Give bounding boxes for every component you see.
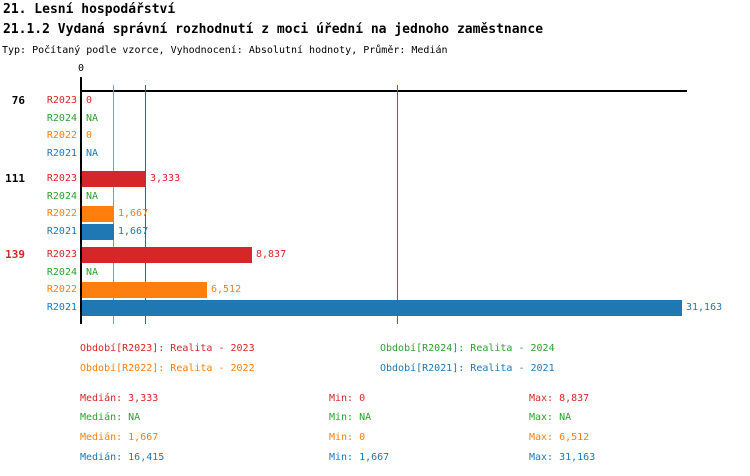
series-label-R2021: R2021 [46,148,77,160]
series-label-R2023: R2023 [46,249,77,260]
stat-median-R2023: Medián: 3,333 [80,393,159,404]
bar-R2021 [82,300,682,317]
page-title: 21. Lesní hospodářství [3,2,176,17]
bar-R2022 [82,282,207,299]
series-label-R2023: R2023 [46,173,77,184]
stat-min-R2022: Min: 0 [329,432,366,443]
median-line-R2021 [397,85,398,324]
group-label: 111 [5,172,25,185]
series-label-R2022: R2022 [46,208,77,220]
median-line-R2023 [145,85,146,324]
y-axis-line [80,77,82,324]
bar-R2021 [82,224,114,241]
median-line-R2022 [113,85,114,324]
group-label: 76 [11,94,25,107]
series-label-R2021: R2021 [46,226,77,238]
bar-R2023 [82,171,146,187]
bar-value-R2024: NA [86,266,99,278]
indicator-title: 21.1.2 Vydaná správní rozhodnutí z moci … [3,22,544,37]
bar-R2023 [82,247,252,263]
series-label-R2024: R2024 [46,266,77,278]
bar-value-R2021: NA [86,148,99,160]
bar-value-R2022: 1,667 [118,208,149,220]
x-axis-line [81,90,687,92]
bar-value-R2024: NA [86,190,99,202]
stat-min-R2024: Min: NA [329,412,372,423]
stat-median-R2022: Medián: 1,667 [80,432,159,443]
axis-tick-zero: 0 [77,63,85,74]
bar-R2022 [82,206,114,223]
stat-max-R2022: Max: 6,512 [529,432,590,443]
series-label-R2021: R2021 [46,302,77,314]
stat-max-R2024: Max: NA [529,412,572,423]
stat-max-R2021: Max: 31,163 [529,452,596,463]
series-label-R2022: R2022 [46,130,77,142]
stat-median-R2024: Medián: NA [80,412,141,423]
bar-value-R2021: 31,163 [686,302,723,314]
legend-item-R2024: Období[R2024]: Realita - 2024 [380,343,555,354]
bar-value-R2021: 1,667 [118,226,149,238]
legend-item-R2022: Období[R2022]: Realita - 2022 [80,363,255,374]
bar-value-R2024: NA [86,112,99,124]
stat-median-R2021: Medián: 16,415 [80,452,165,463]
stat-min-R2021: Min: 1,667 [329,452,390,463]
indicator-meta: Typ: Počítaný podle vzorce, Vyhodnocení:… [2,45,448,56]
bar-value-R2023: 0 [86,95,93,106]
series-label-R2022: R2022 [46,284,77,296]
stat-max-R2023: Max: 8,837 [529,393,590,404]
series-label-R2023: R2023 [46,95,77,106]
series-label-R2024: R2024 [46,112,77,124]
bar-value-R2023: 8,837 [256,249,287,260]
group-label: 139 [5,248,25,261]
bar-value-R2022: 6,512 [211,284,242,296]
bar-value-R2022: 0 [86,130,93,142]
series-label-R2024: R2024 [46,190,77,202]
bar-value-R2023: 3,333 [150,173,181,184]
legend-item-R2023: Období[R2023]: Realita - 2023 [80,343,255,354]
legend-item-R2021: Období[R2021]: Realita - 2021 [380,363,555,374]
stat-min-R2023: Min: 0 [329,393,366,404]
